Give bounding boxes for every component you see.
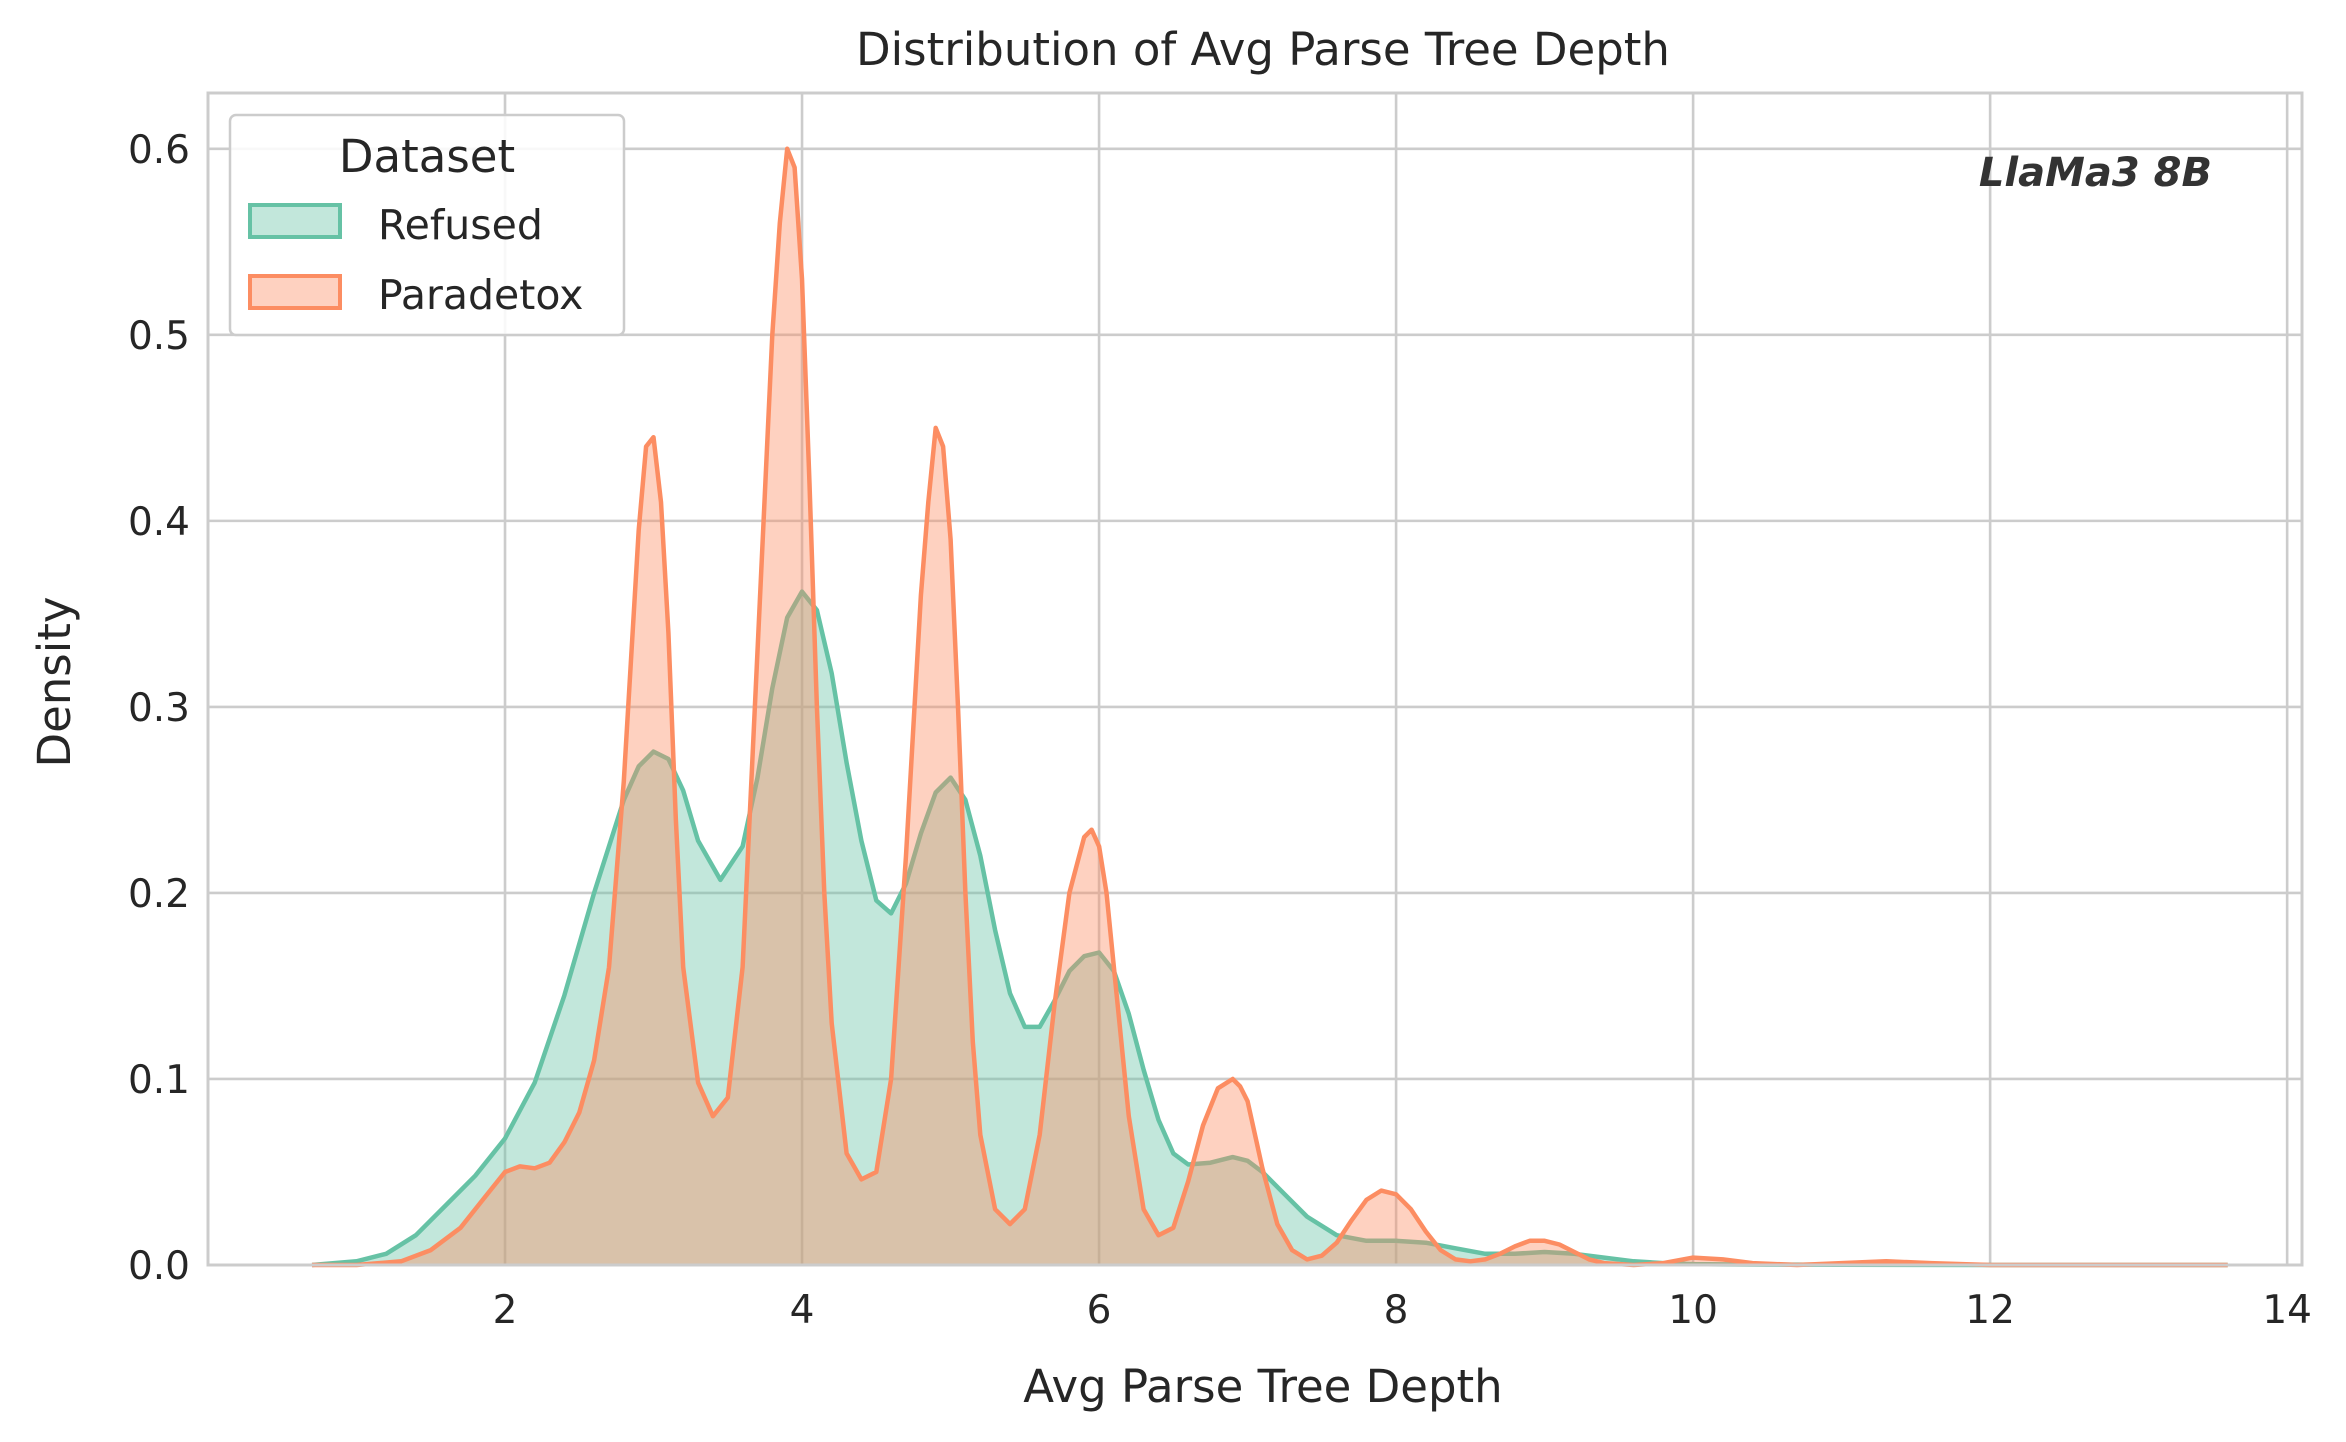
legend: Dataset Refused Paradetox [228,113,626,337]
chart-title: Distribution of Avg Parse Tree Depth [856,23,1670,76]
x-tick-label: 6 [1087,1288,1112,1333]
tick-labels: 2 4 6 8 10 12 14 0.0 0.1 0.2 0.3 0.4 0.5 0.6 [128,128,2312,1333]
y-tick-label: 0.3 [128,686,190,731]
legend-entry-paradetox: Paradetox [248,271,583,319]
x-tick-label: 12 [1965,1288,2015,1333]
density-area-paradetox [312,148,2228,1265]
series-areas [311,146,2228,1268]
model-annotation: LlaMa3 8B [1979,150,2212,196]
legend-label-paradetox: Paradetox [378,271,583,319]
x-tick-label: 8 [1384,1288,1409,1333]
legend-title: Dataset [339,130,515,183]
x-tick-label: 2 [493,1288,518,1333]
x-tick-label: 14 [2262,1288,2312,1333]
density-line-paradetox [312,146,2228,1268]
density-area-refused [312,591,2228,1265]
legend-box [228,113,626,337]
y-tick-label: 0.5 [128,314,190,359]
y-axis-label: Density [28,596,81,767]
x-axis-label: Avg Parse Tree Depth [1023,1360,1502,1413]
legend-entry-refused: Refused [248,201,543,249]
y-tick-label: 0.1 [128,1058,190,1103]
density-line-refused [311,589,2228,1268]
x-tick-label: 10 [1668,1288,1718,1333]
plot-frame [206,91,2304,1267]
y-tick-label: 0.4 [128,500,190,545]
legend-swatch-refused [248,203,342,239]
legend-swatch-paradetox [248,274,342,310]
y-tick-label: 0.6 [128,128,190,173]
y-tick-label: 0.0 [128,1244,190,1289]
x-tick-label: 4 [790,1288,815,1333]
legend-label-refused: Refused [378,201,543,249]
y-tick-label: 0.2 [128,872,190,917]
